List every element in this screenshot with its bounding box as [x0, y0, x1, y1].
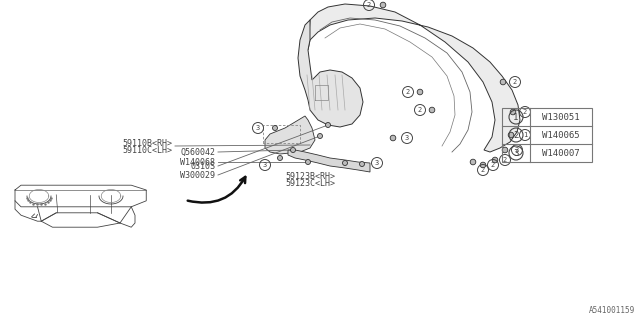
Text: 2: 2	[367, 2, 371, 8]
Circle shape	[326, 123, 330, 127]
Text: W300029: W300029	[180, 171, 215, 180]
Circle shape	[278, 156, 282, 161]
Circle shape	[480, 162, 486, 168]
Circle shape	[273, 125, 278, 131]
Text: 3: 3	[375, 160, 379, 166]
Polygon shape	[265, 116, 315, 154]
Text: 59110C<LH>: 59110C<LH>	[122, 146, 172, 155]
Circle shape	[360, 162, 365, 166]
Circle shape	[508, 132, 514, 138]
Circle shape	[380, 2, 386, 8]
Text: W140068: W140068	[180, 157, 215, 166]
Circle shape	[500, 79, 506, 85]
Circle shape	[291, 148, 296, 153]
Text: 0310S: 0310S	[190, 162, 215, 171]
Text: 3: 3	[256, 125, 260, 131]
Text: 2: 2	[481, 167, 485, 173]
Text: 1: 1	[513, 113, 518, 122]
Circle shape	[492, 157, 498, 163]
Polygon shape	[298, 20, 363, 127]
Text: 2: 2	[523, 109, 527, 115]
Circle shape	[470, 159, 476, 165]
Text: 2: 2	[491, 162, 495, 168]
Text: 3: 3	[263, 162, 267, 168]
Text: 59123B<RH>: 59123B<RH>	[285, 172, 335, 181]
Polygon shape	[308, 4, 520, 152]
Circle shape	[429, 107, 435, 113]
Circle shape	[342, 161, 348, 165]
Text: 2: 2	[513, 79, 517, 85]
Text: 59110B<RH>: 59110B<RH>	[122, 139, 172, 148]
Text: 3: 3	[513, 148, 518, 157]
Text: A541001159: A541001159	[589, 306, 635, 315]
Circle shape	[510, 109, 516, 115]
Text: 2: 2	[406, 89, 410, 95]
Circle shape	[417, 89, 423, 95]
Text: Q560042: Q560042	[180, 148, 215, 156]
Text: W140065: W140065	[542, 131, 580, 140]
Polygon shape	[288, 150, 370, 172]
Circle shape	[317, 133, 323, 139]
Text: W140007: W140007	[542, 148, 580, 157]
Text: 2: 2	[513, 131, 518, 140]
Circle shape	[390, 135, 396, 141]
Text: 2: 2	[515, 147, 519, 153]
Text: 59123C<LH>: 59123C<LH>	[285, 179, 335, 188]
Text: 1: 1	[523, 132, 527, 138]
Circle shape	[305, 159, 310, 164]
Text: 2: 2	[418, 107, 422, 113]
Circle shape	[502, 147, 508, 153]
Text: 3: 3	[405, 135, 409, 141]
Text: W130051: W130051	[542, 113, 580, 122]
Text: 2: 2	[503, 157, 507, 163]
